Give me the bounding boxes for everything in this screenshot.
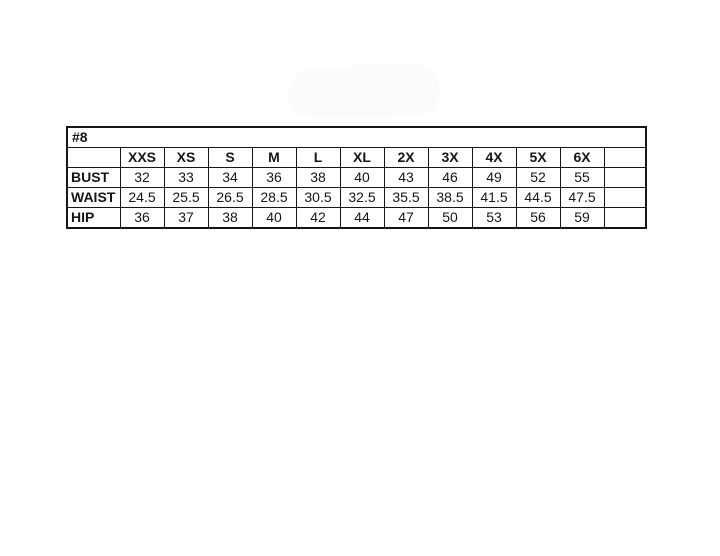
bust-value: 38 <box>295 167 341 188</box>
bust-value: 52 <box>515 167 561 188</box>
table-row-waist: WAIST 24.5 25.5 26.5 28.5 30.5 32.5 35.5… <box>66 187 647 208</box>
bust-value: 46 <box>427 167 473 188</box>
waist-value: 28.5 <box>251 187 297 208</box>
hip-value: 38 <box>207 207 253 229</box>
empty-cell <box>603 147 647 168</box>
hip-value: 59 <box>559 207 605 229</box>
column-header-3x: 3X <box>427 147 473 168</box>
waist-value: 47.5 <box>559 187 605 208</box>
hip-value: 36 <box>119 207 165 229</box>
waist-value: 25.5 <box>163 187 209 208</box>
column-header-s: S <box>207 147 253 168</box>
column-header-l: L <box>295 147 341 168</box>
column-header-xxs: XXS <box>119 147 165 168</box>
bust-value: 49 <box>471 167 517 188</box>
hip-value: 40 <box>251 207 297 229</box>
bust-value: 40 <box>339 167 385 188</box>
hip-value: 37 <box>163 207 209 229</box>
empty-cell <box>603 187 647 208</box>
empty-cell <box>603 207 647 229</box>
waist-value: 32.5 <box>339 187 385 208</box>
bust-value: 55 <box>559 167 605 188</box>
bust-value: 43 <box>383 167 429 188</box>
hip-value: 53 <box>471 207 517 229</box>
hip-value: 47 <box>383 207 429 229</box>
waist-value: 30.5 <box>295 187 341 208</box>
empty-cell <box>603 167 647 188</box>
bust-value: 32 <box>119 167 165 188</box>
waist-value: 44.5 <box>515 187 561 208</box>
faint-watermark-blob <box>335 64 440 116</box>
row-label-bust: BUST <box>66 167 121 188</box>
waist-value: 38.5 <box>427 187 473 208</box>
column-header-2x: 2X <box>383 147 429 168</box>
table-row-bust: BUST 32 33 34 36 38 40 43 46 49 52 55 <box>66 167 647 188</box>
row-label-waist: WAIST <box>66 187 121 208</box>
column-header-5x: 5X <box>515 147 561 168</box>
hip-value: 50 <box>427 207 473 229</box>
column-header-xl: XL <box>339 147 385 168</box>
table-row-hip: HIP 36 37 38 40 42 44 47 50 53 56 59 <box>66 207 647 229</box>
waist-value: 26.5 <box>207 187 253 208</box>
hip-value: 56 <box>515 207 561 229</box>
corner-cell <box>66 147 121 168</box>
table-header-row: XXS XS S M L XL 2X 3X 4X 5X 6X <box>66 147 647 168</box>
waist-value: 41.5 <box>471 187 517 208</box>
hip-value: 44 <box>339 207 385 229</box>
column-header-4x: 4X <box>471 147 517 168</box>
bust-value: 36 <box>251 167 297 188</box>
column-header-6x: 6X <box>559 147 605 168</box>
bust-value: 33 <box>163 167 209 188</box>
chart-title: #8 <box>66 126 647 148</box>
table-title-row: #8 <box>66 126 647 148</box>
bust-value: 34 <box>207 167 253 188</box>
waist-value: 24.5 <box>119 187 165 208</box>
row-label-hip: HIP <box>66 207 121 229</box>
waist-value: 35.5 <box>383 187 429 208</box>
column-header-m: M <box>251 147 297 168</box>
hip-value: 42 <box>295 207 341 229</box>
size-chart-table: #8 XXS XS S M L XL 2X 3X 4X 5X 6X BUST 3… <box>66 126 648 229</box>
column-header-xs: XS <box>163 147 209 168</box>
